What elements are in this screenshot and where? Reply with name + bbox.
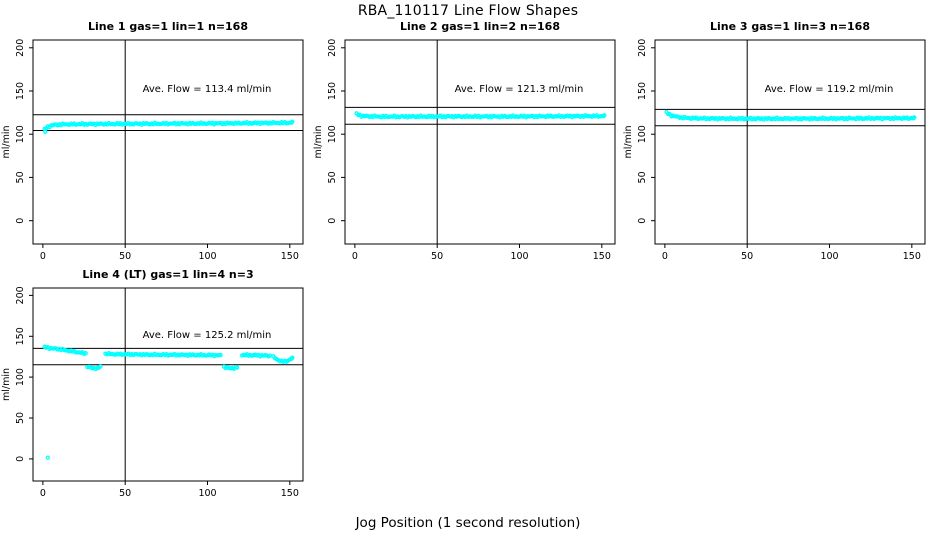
y-tick-label: 150 — [637, 82, 648, 100]
y-tick-label: 0 — [15, 456, 26, 462]
y-tick-label: 100 — [15, 125, 26, 143]
x-tick-label: 100 — [198, 488, 216, 499]
x-tick-label: 100 — [510, 251, 528, 262]
y-tick-label: 200 — [15, 39, 26, 57]
y-axis-label: ml/min — [313, 125, 324, 158]
line-flow-plot-1: 0 50 100 150 0 50 100 150 200 ml/min — [1, 39, 304, 262]
data-points — [42, 119, 295, 134]
x-tick-label: 50 — [119, 488, 131, 499]
y-tick-label: 200 — [15, 286, 26, 304]
y-tick-label: 50 — [15, 412, 26, 424]
x-tick-label: 150 — [281, 251, 299, 262]
data-points — [42, 344, 295, 460]
panel-title-line-3: Line 3 gas=1 lin=3 n=168 — [709, 20, 870, 33]
y-tick-label: 150 — [15, 327, 26, 345]
x-axis: 0 50 100 150 — [40, 244, 299, 262]
y-tick-label: 50 — [637, 171, 648, 183]
x-axis: 0 50 100 150 — [662, 244, 921, 262]
y-axis-label: ml/min — [1, 125, 12, 158]
x-axis-title: Jog Position (1 second resolution) — [355, 515, 581, 531]
x-tick-label: 150 — [593, 251, 611, 262]
data-points — [354, 111, 607, 120]
x-tick-label: 100 — [820, 251, 838, 262]
x-tick-label: 50 — [741, 251, 753, 262]
line-flow-plot-3: 0 50 100 150 0 50 100 150 200 ml/min — [623, 39, 926, 262]
y-tick-label: 0 — [637, 218, 648, 224]
ave-flow-annotation-line-1: Ave. Flow = 113.4 ml/min — [142, 84, 272, 95]
y-tick-label: 150 — [15, 82, 26, 100]
y-axis: 0 50 100 150 200 ml/min — [1, 286, 33, 462]
panel-line-3: Line 3 gas=1 lin=3 n=168 Ave. Flow = 119… — [622, 20, 936, 274]
y-axis: 0 50 100 150 200 ml/min — [623, 39, 655, 224]
x-tick-label: 50 — [431, 251, 443, 262]
x-tick-label: 0 — [40, 251, 46, 262]
ave-flow-annotation-line-4: Ave. Flow = 125.2 ml/min — [142, 330, 272, 341]
ave-flow-annotation-line-2: Ave. Flow = 121.3 ml/min — [454, 84, 584, 95]
panel-line-2: Line 2 gas=1 lin=2 n=168 Ave. Flow = 121… — [312, 20, 632, 274]
plot-box — [32, 39, 304, 245]
x-tick-label: 50 — [119, 251, 131, 262]
y-tick-label: 100 — [327, 125, 338, 143]
x-tick-label: 150 — [281, 488, 299, 499]
y-tick-label: 50 — [15, 171, 26, 183]
panel-title-line-1: Line 1 gas=1 lin=1 n=168 — [87, 20, 248, 33]
y-tick-label: 0 — [15, 218, 26, 224]
line-flow-plot-2: 0 50 100 150 0 50 100 150 200 ml/min — [313, 39, 616, 262]
y-tick-label: 150 — [327, 82, 338, 100]
data-points — [664, 109, 917, 122]
x-axis: 0 50 100 150 — [352, 244, 611, 262]
y-tick-label: 200 — [637, 39, 648, 57]
x-axis: 0 50 100 150 — [40, 481, 299, 499]
x-tick-label: 0 — [40, 488, 46, 499]
line-flow-plot-4: 0 50 100 150 0 50 100 150 200 ml/min — [1, 286, 304, 499]
plot-area — [32, 39, 304, 245]
y-axis-label: ml/min — [1, 368, 12, 401]
plot-area — [654, 39, 926, 245]
y-tick-label: 0 — [327, 218, 338, 224]
x-tick-label: 0 — [352, 251, 358, 262]
y-axis-label: ml/min — [623, 125, 634, 158]
plot-area — [344, 39, 616, 245]
x-tick-label: 0 — [662, 251, 668, 262]
y-tick-label: 100 — [637, 125, 648, 143]
y-axis: 0 50 100 150 200 ml/min — [313, 39, 345, 224]
x-tick-label: 150 — [903, 251, 921, 262]
plot-box — [344, 39, 616, 245]
page-title: RBA_110117 Line Flow Shapes — [357, 3, 579, 19]
y-tick-label: 50 — [327, 171, 338, 183]
plot-box — [654, 39, 926, 245]
y-tick-label: 100 — [15, 368, 26, 386]
plot-box — [32, 287, 304, 482]
plot-area — [32, 287, 304, 482]
y-tick-label: 200 — [327, 39, 338, 57]
ave-flow-annotation-line-3: Ave. Flow = 119.2 ml/min — [764, 84, 894, 95]
panel-line-4: Line 4 (LT) gas=1 lin=4 n=3 Ave. Flow = … — [0, 268, 320, 511]
panel-line-1: Line 1 gas=1 lin=1 n=168 Ave. Flow = 113… — [0, 20, 320, 274]
y-axis: 0 50 100 150 200 ml/min — [1, 39, 33, 224]
panel-title-line-2: Line 2 gas=1 lin=2 n=168 — [399, 20, 560, 33]
panel-title-line-4: Line 4 (LT) gas=1 lin=4 n=3 — [82, 268, 254, 281]
x-tick-label: 100 — [198, 251, 216, 262]
